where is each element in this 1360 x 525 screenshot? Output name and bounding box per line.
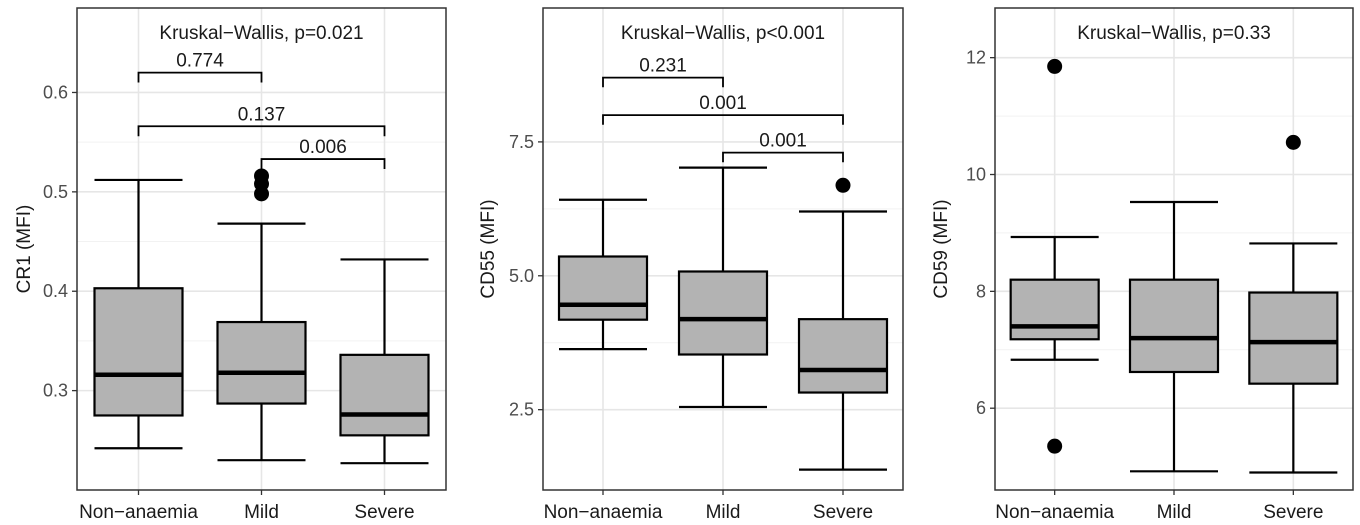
- x-tick-label: Mild: [706, 502, 741, 523]
- box-2: [1128, 200, 1220, 473]
- comparison-p-label: 0.231: [639, 56, 687, 77]
- x-tick-label: Severe: [354, 502, 414, 523]
- test-label: Kruskal−Wallis, p<0.001: [621, 23, 825, 44]
- box-iqr: [797, 318, 889, 394]
- comparison-p-label: 0.137: [238, 104, 286, 125]
- y-tick-label: 0.5: [43, 182, 68, 202]
- chart-panel-3: Kruskal−Wallis, p=0.33 6 8 10 12 Non−anaemia M…: [931, 7, 1354, 523]
- box-iqr: [1248, 291, 1339, 385]
- y-tick-label: 0.6: [43, 82, 68, 102]
- outlier-point: [1285, 134, 1301, 150]
- y-tick-label: 0.3: [43, 381, 68, 401]
- y-axis-title: CD59 (MFI): [931, 199, 952, 298]
- box-iqr: [93, 287, 184, 417]
- box-iqr: [339, 353, 430, 437]
- comparison-bracket: [137, 71, 263, 83]
- comparison-bracket: [260, 158, 386, 169]
- comparison-bracket: [602, 114, 844, 125]
- y-tick-label: 5.0: [509, 266, 534, 286]
- y-tick-label: 10: [966, 165, 986, 185]
- box-iqr: [1128, 278, 1220, 374]
- y-axis-title: CR1 (MFI): [14, 205, 35, 294]
- y-tick-label: 6: [976, 398, 986, 418]
- box-3: [339, 258, 430, 465]
- box-1: [557, 198, 649, 351]
- x-tick-label: Severe: [1263, 502, 1323, 523]
- x-tick-label: Non−anaemia: [995, 502, 1114, 523]
- box-3: [1248, 134, 1339, 474]
- y-tick-label: 2.5: [509, 400, 534, 420]
- x-tick-label: Non−anaemia: [79, 502, 198, 523]
- box-3: [797, 177, 889, 471]
- y-tick-label: 0.4: [43, 281, 68, 301]
- chart-panel-1: 0.774 0.137 0.006 Kruskal−Wallis, p=0.021 0.…: [14, 7, 447, 523]
- box-2: [216, 168, 307, 462]
- x-tick-label: Mild: [1157, 502, 1192, 523]
- chart-panel-2: 0.231 0.001 0.001 Kruskal−Wallis, p<0.001 2.…: [478, 7, 904, 523]
- comparison-p-label: 0.001: [759, 131, 807, 152]
- x-tick-label: Severe: [813, 502, 873, 523]
- box-iqr: [216, 320, 307, 405]
- outlier-point: [1047, 58, 1063, 74]
- box-iqr: [677, 270, 769, 356]
- y-axis-title: CD55 (MFI): [478, 199, 499, 298]
- box-1: [1009, 58, 1100, 454]
- comparison-bracket: [602, 76, 724, 88]
- x-tick-label: Mild: [244, 502, 279, 523]
- comparison-p-label: 0.001: [699, 93, 747, 114]
- comparison-bracket: [722, 151, 844, 163]
- outlier-point: [835, 177, 851, 193]
- y-tick-label: 8: [976, 281, 986, 301]
- comparison-p-label: 0.006: [299, 137, 347, 158]
- box-2: [677, 166, 769, 409]
- comparison-bracket: [137, 125, 386, 137]
- test-label: Kruskal−Wallis, p=0.021: [159, 23, 363, 44]
- test-label: Kruskal−Wallis, p=0.33: [1077, 23, 1271, 44]
- box-iqr: [557, 255, 649, 321]
- outlier-point: [1047, 438, 1063, 454]
- outlier-point: [254, 168, 269, 184]
- y-tick-label: 12: [966, 48, 986, 68]
- box-iqr: [1009, 278, 1100, 341]
- x-tick-label: Non−anaemia: [544, 502, 663, 523]
- box-1: [93, 178, 184, 450]
- comparison-p-label: 0.774: [176, 51, 224, 72]
- y-tick-label: 7.5: [509, 132, 534, 152]
